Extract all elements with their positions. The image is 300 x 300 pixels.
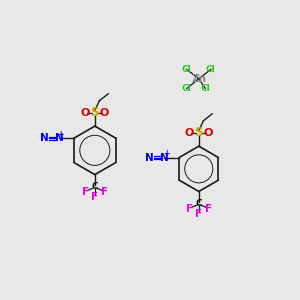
Text: F: F	[185, 204, 193, 214]
Text: Cl: Cl	[182, 84, 192, 93]
Text: S: S	[194, 126, 203, 139]
Text: Cl: Cl	[182, 65, 192, 74]
Text: O: O	[204, 128, 213, 138]
Text: F: F	[91, 192, 98, 202]
Text: Cl: Cl	[200, 84, 210, 93]
Text: Cl: Cl	[206, 65, 216, 74]
Text: +: +	[58, 130, 64, 139]
Text: C: C	[196, 199, 202, 208]
Text: F: F	[205, 204, 212, 214]
Text: O: O	[80, 108, 90, 118]
Text: S: S	[91, 106, 99, 119]
Text: F: F	[101, 187, 108, 197]
Text: N: N	[55, 133, 64, 143]
Text: F: F	[195, 208, 203, 219]
Text: O: O	[184, 128, 194, 138]
Text: C: C	[92, 182, 98, 191]
Text: N: N	[160, 152, 169, 163]
Text: O: O	[100, 108, 109, 118]
Text: N: N	[40, 133, 48, 143]
Text: Zn: Zn	[191, 74, 206, 84]
Text: N: N	[145, 152, 154, 163]
Text: F: F	[82, 187, 89, 197]
Text: +: +	[163, 149, 169, 158]
